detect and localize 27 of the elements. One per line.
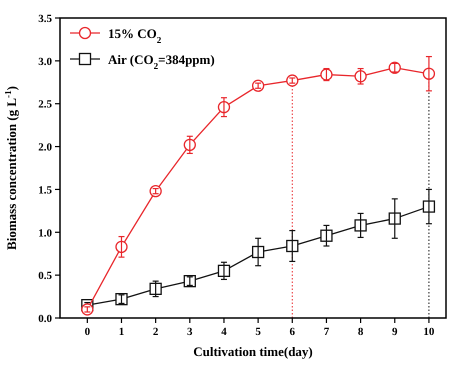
x-tick-label: 2 — [152, 326, 159, 338]
point — [218, 264, 230, 278]
point — [149, 282, 162, 296]
legend-label: Air (CO$_{2}$=384ppm) — [108, 52, 215, 71]
x-tick-label: 7 — [324, 326, 330, 338]
y-tick-label: 0.5 — [38, 270, 52, 282]
y-tick-label: 0.0 — [38, 313, 52, 325]
legend-label: 15% CO$_{2}$ — [108, 26, 162, 45]
y-tick-label: 2.5 — [38, 98, 52, 111]
x-tick-label: 1 — [118, 326, 124, 338]
x-tick-label: 5 — [255, 326, 262, 338]
y-tick-label: 2.0 — [38, 142, 52, 154]
y-tick-label: 3.5 — [38, 13, 52, 25]
x-tick-label: 3 — [187, 326, 194, 338]
x-axis-title: Cultivation time(day) — [193, 344, 313, 359]
x-tick-label: 9 — [392, 326, 398, 338]
x-tick-label: 0 — [84, 326, 91, 338]
y-tick-label: 1.5 — [38, 184, 52, 196]
point — [320, 230, 333, 242]
x-tick-label: 10 — [423, 326, 435, 338]
x-tick-label: 6 — [290, 326, 296, 338]
point — [354, 219, 367, 232]
x-tick-label: 4 — [221, 326, 228, 338]
y-tick-label: 3.0 — [38, 56, 52, 68]
x-tick-label: 8 — [358, 326, 364, 338]
y-tick-label: 1.0 — [38, 227, 52, 240]
point — [252, 246, 264, 258]
